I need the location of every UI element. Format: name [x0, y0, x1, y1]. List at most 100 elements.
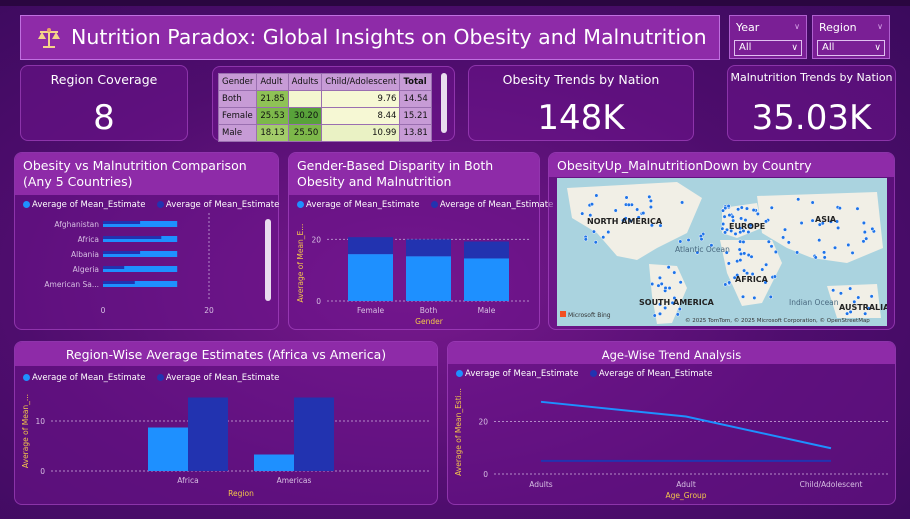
legend-label[interactable]: Average of Mean_Estimate: [465, 369, 579, 379]
country-marker[interactable]: [727, 213, 732, 218]
country-marker[interactable]: [740, 294, 746, 299]
country-marker[interactable]: [831, 288, 836, 293]
chevron-down-icon[interactable]: ∨: [794, 22, 800, 31]
country-marker[interactable]: [726, 203, 731, 209]
country-marker[interactable]: [795, 250, 800, 255]
country-marker[interactable]: [628, 218, 633, 224]
country-marker[interactable]: [636, 215, 641, 220]
country-marker[interactable]: [727, 280, 732, 285]
country-marker[interactable]: [656, 283, 661, 288]
country-marker[interactable]: [659, 281, 664, 286]
bar-series-a[interactable]: [103, 236, 162, 239]
region-bar-chart[interactable]: Average of Mean_... 0 10 Africa Americas Regi…: [15, 386, 437, 504]
country-marker[interactable]: [623, 216, 628, 221]
country-marker[interactable]: [848, 286, 853, 291]
country-marker[interactable]: [764, 262, 769, 267]
country-marker[interactable]: [763, 219, 769, 224]
legend-label[interactable]: Average of Mean_Estimate: [32, 200, 146, 210]
matrix-header[interactable]: Total: [399, 73, 432, 91]
bar-series-b[interactable]: [294, 397, 334, 472]
country-marker[interactable]: [591, 229, 596, 234]
country-marker[interactable]: [721, 221, 726, 227]
country-marker[interactable]: [724, 250, 729, 255]
country-markers[interactable]: [580, 193, 876, 318]
matrix-header[interactable]: Adults: [287, 73, 323, 91]
comparison-bar-chart[interactable]: Afghanistan Africa Albania Algeria American …: [15, 213, 278, 329]
bar-series-b[interactable]: [103, 281, 178, 287]
gender-bar-chart[interactable]: Average of Mean_E... 0 20 Female Both Male Gen…: [289, 213, 539, 329]
country-marker[interactable]: [763, 280, 768, 285]
country-marker[interactable]: [594, 193, 599, 198]
country-marker[interactable]: [786, 240, 791, 245]
country-marker[interactable]: [866, 306, 871, 311]
country-marker[interactable]: [593, 240, 598, 245]
country-marker[interactable]: [723, 206, 728, 211]
country-marker[interactable]: [863, 311, 868, 316]
matrix-header[interactable]: Gender: [217, 73, 258, 91]
country-marker[interactable]: [832, 245, 838, 250]
country-marker[interactable]: [782, 227, 788, 232]
country-marker[interactable]: [822, 255, 827, 260]
country-marker[interactable]: [736, 207, 741, 212]
country-marker[interactable]: [650, 281, 655, 287]
country-marker[interactable]: [737, 247, 742, 252]
country-marker[interactable]: [817, 222, 822, 227]
country-marker[interactable]: [781, 235, 786, 240]
bar-series-a[interactable]: [103, 281, 135, 284]
legend-label[interactable]: Average of Mean_Estimate: [32, 373, 146, 383]
country-marker[interactable]: [657, 311, 663, 316]
country-marker[interactable]: [624, 195, 629, 200]
country-marker[interactable]: [768, 294, 773, 299]
country-marker[interactable]: [648, 204, 653, 210]
bar-series-a[interactable]: [148, 427, 188, 472]
dropdown-arrow-icon[interactable]: ∨: [874, 43, 881, 53]
country-marker[interactable]: [861, 220, 866, 225]
country-marker[interactable]: [766, 239, 771, 244]
country-marker[interactable]: [606, 230, 611, 235]
country-marker[interactable]: [677, 306, 682, 312]
country-marker[interactable]: [810, 200, 815, 205]
country-marker[interactable]: [773, 249, 778, 254]
legend-label[interactable]: Average of Mean_Estimate: [598, 369, 713, 379]
country-marker[interactable]: [744, 206, 750, 211]
country-marker[interactable]: [836, 225, 841, 230]
country-marker[interactable]: [772, 274, 777, 279]
country-marker[interactable]: [720, 226, 725, 231]
country-marker[interactable]: [828, 219, 833, 224]
country-marker[interactable]: [810, 218, 815, 223]
year-slicer[interactable]: Year ∨ All ∨: [729, 15, 807, 59]
legend-label[interactable]: Average of Mean_Estimate: [306, 200, 420, 210]
country-marker[interactable]: [855, 206, 860, 211]
country-marker[interactable]: [813, 255, 818, 260]
bar-series-a[interactable]: [464, 258, 509, 301]
country-marker[interactable]: [751, 208, 756, 213]
country-marker[interactable]: [745, 271, 750, 276]
country-marker[interactable]: [589, 202, 595, 207]
bar-series-a[interactable]: [254, 454, 294, 472]
country-marker[interactable]: [742, 251, 747, 256]
country-marker[interactable]: [738, 251, 744, 256]
country-marker[interactable]: [739, 216, 744, 221]
region-dropdown[interactable]: All ∨: [817, 40, 885, 56]
country-marker[interactable]: [720, 208, 726, 213]
country-marker[interactable]: [743, 218, 748, 223]
matrix-header[interactable]: Adult: [256, 73, 289, 91]
country-marker[interactable]: [838, 291, 843, 296]
legend-label[interactable]: Average of Mean_Estimate: [165, 200, 280, 210]
matrix-scrollbar[interactable]: [441, 73, 447, 133]
country-marker[interactable]: [621, 218, 626, 223]
country-marker[interactable]: [580, 211, 585, 216]
country-marker[interactable]: [723, 230, 728, 235]
country-marker[interactable]: [733, 231, 738, 236]
country-marker[interactable]: [799, 220, 804, 226]
country-marker[interactable]: [870, 226, 875, 231]
chart-scrollbar[interactable]: [265, 219, 271, 301]
world-map[interactable]: NORTH AMERICA EUROPE ASIA Atlantic Ocean…: [557, 178, 887, 326]
country-marker[interactable]: [738, 226, 743, 231]
map-attribution[interactable]: © 2025 TomTom, © 2025 Microsoft Corporat…: [685, 317, 870, 324]
country-marker[interactable]: [583, 237, 588, 242]
country-marker[interactable]: [613, 208, 618, 213]
bar-series-b[interactable]: [103, 266, 178, 272]
bar-series-b[interactable]: [103, 221, 178, 227]
country-marker[interactable]: [741, 239, 746, 244]
